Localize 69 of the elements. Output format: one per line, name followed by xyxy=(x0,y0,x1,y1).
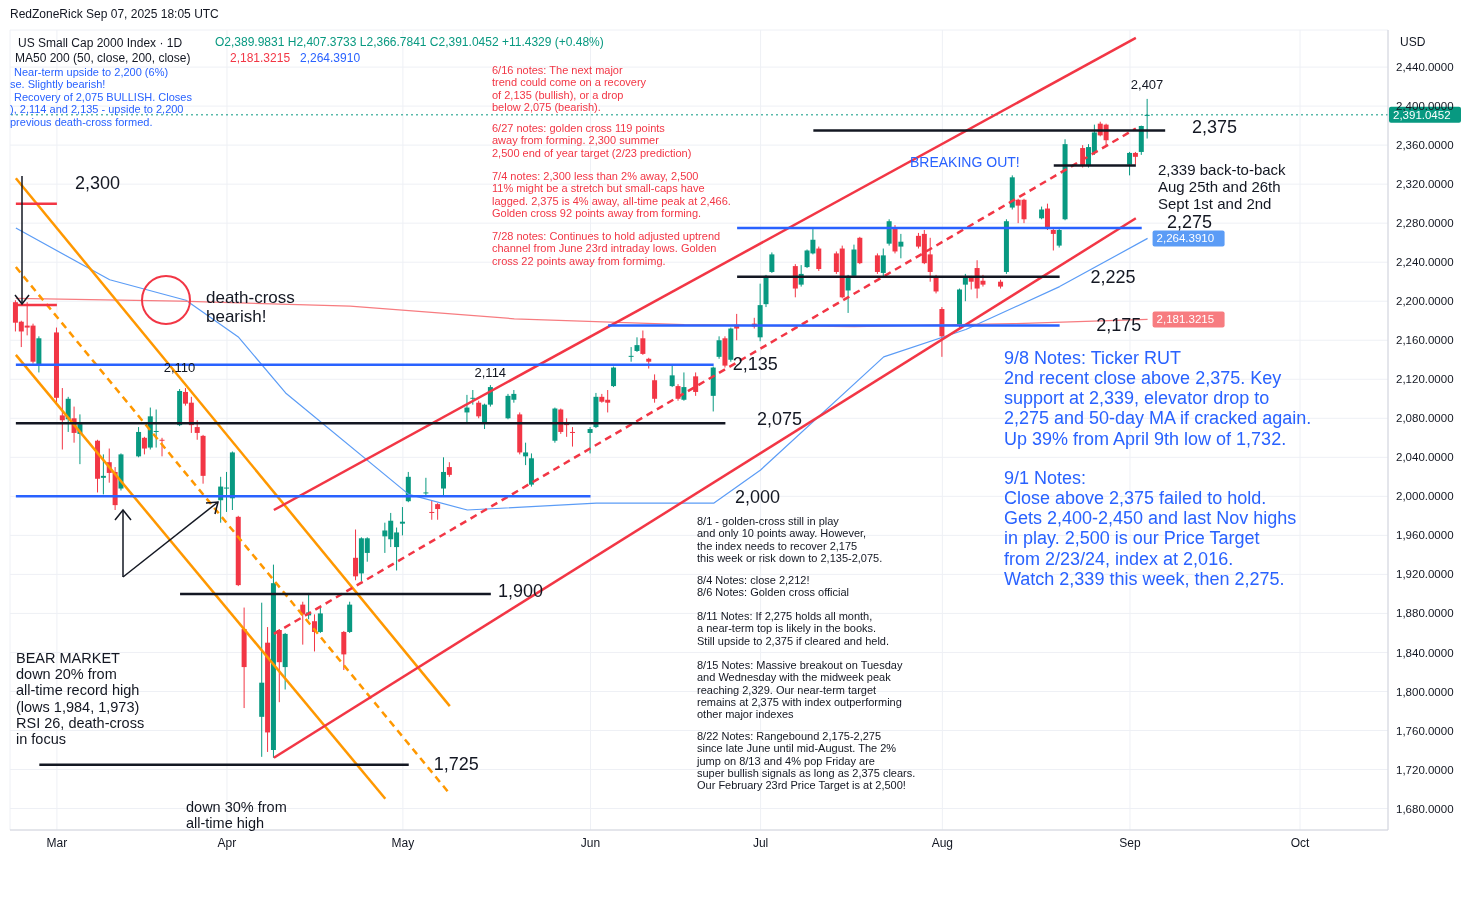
annotation: 2,264.3910 xyxy=(300,51,361,66)
data-label: 2,264.3910 xyxy=(1156,232,1215,245)
annotation: 7/28 notes: Continues to hold adjusted uptrend channel from June 23rd intraday lows. Golden cross 22 points away from formimg. xyxy=(492,230,721,267)
annotation: 8/11 Notes: If 2,275 holds all month, a near-term top is likely in the books. Still upside to 2,375 if cleared and held. xyxy=(697,610,890,647)
x-tick-label: Jun xyxy=(580,835,601,850)
y-tick-label: 1,680.0000 xyxy=(1396,802,1454,815)
annotation: Recovery of 2,075 BULLISH. Closes xyxy=(14,91,192,104)
annotation: death-cross bearish! xyxy=(206,288,295,327)
annotation: 2,300 xyxy=(75,173,121,194)
y-tick-label: 2,440.0000 xyxy=(1396,61,1454,74)
annotation: 6/27 notes: golden cross 119 points away from forming. 2,300 summer 2,500 end of year target (2/23 prediction) xyxy=(492,122,692,159)
annotation: 8/4 Notes: close 2,212! 8/6 Notes: Golden cross official xyxy=(697,574,850,599)
annotation: ), 2,114 and 2,135 - upside to 2,200 xyxy=(10,103,184,116)
annotation: 9/1 Notes: Close above 2,375 failed to hold. Gets 2,400-2,450 and last Nov highs in play. 2,500 is our Price Target from 2/23/24, index at 2,016. Watch 2,339 this week, then 2,275. xyxy=(1004,468,1297,589)
y-tick-label: 2,200.0000 xyxy=(1396,295,1454,308)
y-tick-label: 2,040.0000 xyxy=(1396,451,1454,464)
x-tick-label: Apr xyxy=(217,835,237,850)
x-tick-label: May xyxy=(391,835,415,850)
annotation: BEAR MARKET down 20% from all-time record high (lows 1,984, 1,973) RSI 26, death-cross in focus xyxy=(16,650,145,748)
annotation: 2,114 xyxy=(474,365,507,381)
annotation: 2,225 xyxy=(1090,266,1136,287)
y-tick-label: 1,880.0000 xyxy=(1396,607,1454,620)
annotation: 2,000 xyxy=(735,487,781,508)
annotation: Near-term upside to 2,200 (6%) xyxy=(14,66,169,79)
annotation: 2,135 xyxy=(732,354,778,375)
annotation: se. Slightly bearish! xyxy=(10,78,106,91)
annotation: 1,900 xyxy=(498,581,544,602)
annotation: 2,075 xyxy=(757,409,803,430)
annotation: 2,375 xyxy=(1192,117,1238,138)
y-tick-label: 1,760.0000 xyxy=(1396,724,1454,737)
y-tick-label: 2,160.0000 xyxy=(1396,334,1454,347)
annotation: 2,339 back-to-back Aug 25th and 26th Sept 1st and 2nd xyxy=(1158,161,1286,213)
annotation: 2,275 xyxy=(1167,212,1213,233)
annotation: 6/16 notes: The next major trend could come on a recovery of 2,135 (bullish), or a drop below 2,075 (bearish). xyxy=(492,64,647,114)
annotation: O2,389.9831 H2,407.3733 L2,366.7841 C2,391.0452 +11.4329 (+0.48%) xyxy=(215,35,604,50)
annotation: 8/1 - golden-cross still in play and only 10 points away. However, the index needs to recover 2,175 this week or risk down to 2,135-2,075. xyxy=(697,515,883,565)
x-tick-label: Jul xyxy=(752,835,769,850)
annotation: 2,175 xyxy=(1096,315,1142,336)
annotation: 2,407 xyxy=(1130,77,1164,93)
y-axis-title: USD xyxy=(1400,35,1426,49)
y-tick-label: 1,800.0000 xyxy=(1396,685,1454,698)
x-tick-label: Aug xyxy=(931,835,954,850)
annotation: 1,725 xyxy=(433,754,479,775)
annotation: down 30% from all-time high xyxy=(186,799,287,832)
y-tick-label: 1,920.0000 xyxy=(1396,568,1454,581)
annotation: 2,181.3215 xyxy=(230,51,291,66)
annotation: MA50 200 (50, close, 200, close) xyxy=(15,51,191,66)
annotation: 7/4 notes: 2,300 less than 2% away, 2,500 11% might be a stretch but small-caps have lagged. 2,375 is 4% away, all-time peak at 2,466. Golden cross 92 points away from forming. xyxy=(492,170,731,220)
y-tick-label: 2,280.0000 xyxy=(1396,217,1454,230)
y-tick-label: 1,840.0000 xyxy=(1396,646,1454,659)
text: US Small Cap 2000 Index · 1D xyxy=(18,36,183,50)
annotation: 8/15 Notes: Massive breakout on Tuesday and Wednesday with the midweek peak reaching 2,329. Our near-term target remains at 2,375 with index outperforming other major indexes xyxy=(697,659,903,721)
y-tick-label: 2,240.0000 xyxy=(1396,256,1454,269)
x-tick-label: Mar xyxy=(46,835,68,850)
data-label: 2,181.3215 xyxy=(1156,313,1215,326)
annotation: previous death-cross formed. xyxy=(10,116,153,129)
y-tick-label: 2,000.0000 xyxy=(1396,490,1454,503)
annotation: BREAKING OUT! xyxy=(910,154,1020,171)
y-tick-label: 2,120.0000 xyxy=(1396,373,1454,386)
annotation: 9/8 Notes: Ticker RUT 2nd recent close above 2,375. Key support at 2,339, elevator drop to 2,275 and 50-day MA if cracked again. Up 39% from April 9th low of 1,732. xyxy=(1004,348,1312,449)
text: RedZoneRick Sep 07, 2025 18:05 UTC xyxy=(10,7,219,22)
x-tick-label: Sep xyxy=(1119,835,1141,850)
y-tick-label: 2,320.0000 xyxy=(1396,178,1454,191)
y-tick-label: 2,360.0000 xyxy=(1396,139,1454,152)
y-tick-label: 2,080.0000 xyxy=(1396,412,1454,425)
y-tick-label: 1,960.0000 xyxy=(1396,529,1454,542)
annotation: 8/22 Notes: Rangebound 2,175-2,275 since late June until mid-August. The 2% jump on 8/13 and 4% pop Friday are super bullish signals as long as 2,375 clears. Our February 23rd Price Target is at 2,500! xyxy=(697,730,916,792)
x-tick-label: Oct xyxy=(1290,835,1311,850)
y-tick-label: 1,720.0000 xyxy=(1396,763,1454,776)
